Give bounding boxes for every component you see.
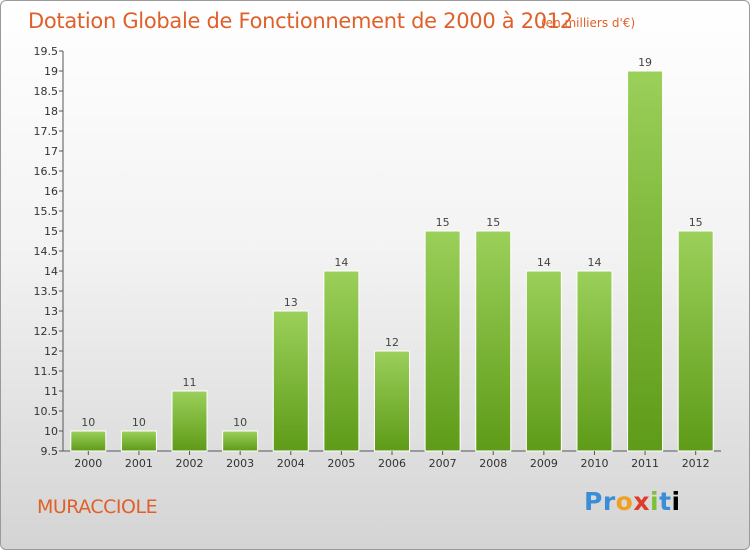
- y-tick-label: 13: [44, 305, 58, 318]
- bar: [120, 430, 157, 452]
- bar: [171, 390, 208, 452]
- x-tick-label: 2011: [631, 457, 659, 470]
- y-tick-label: 11.5: [34, 365, 59, 378]
- data-label: 14: [587, 256, 601, 269]
- bar: [70, 430, 107, 452]
- data-label: 15: [486, 216, 500, 229]
- x-tick-label: 2005: [327, 457, 355, 470]
- x-tick-label: 2010: [580, 457, 608, 470]
- data-label: 10: [132, 416, 146, 429]
- y-tick-label: 18.5: [34, 85, 59, 98]
- y-tick-label: 9.5: [41, 445, 59, 458]
- bar: [525, 270, 562, 452]
- data-label: 12: [385, 336, 399, 349]
- y-tick-label: 13.5: [34, 285, 59, 298]
- y-tick-label: 14.5: [34, 245, 59, 258]
- data-label: 13: [284, 296, 298, 309]
- y-tick-label: 12.5: [34, 325, 59, 338]
- y-tick-label: 10.5: [34, 405, 59, 418]
- bar: [323, 270, 360, 452]
- data-label: 15: [689, 216, 703, 229]
- bar: [627, 70, 664, 452]
- bar: [424, 230, 461, 452]
- x-tick-label: 2001: [125, 457, 153, 470]
- x-tick-label: 2008: [479, 457, 507, 470]
- y-tick-label: 19: [44, 65, 58, 78]
- x-tick-label: 2003: [226, 457, 254, 470]
- x-tick-label: 2012: [682, 457, 710, 470]
- x-tick-label: 2009: [530, 457, 558, 470]
- data-label: 15: [436, 216, 450, 229]
- x-tick-label: 2006: [378, 457, 406, 470]
- commune-name: MURACCIOLE: [37, 496, 158, 518]
- y-tick-label: 16: [44, 185, 58, 198]
- data-label: 10: [233, 416, 247, 429]
- bar: [222, 430, 259, 452]
- y-tick-label: 12: [44, 345, 58, 358]
- data-label: 10: [81, 416, 95, 429]
- x-tick-label: 2007: [429, 457, 457, 470]
- y-tick-label: 17.5: [34, 125, 59, 138]
- chart-subtitle: (en milliers d'€): [541, 16, 636, 30]
- bar: [576, 270, 613, 452]
- y-tick-label: 18: [44, 105, 58, 118]
- bar: [475, 230, 512, 452]
- y-tick-label: 10: [44, 425, 58, 438]
- data-label: 11: [183, 376, 197, 389]
- data-label: 14: [537, 256, 551, 269]
- bar: [374, 350, 410, 452]
- y-tick-label: 19.5: [34, 45, 59, 58]
- y-tick-label: 17: [44, 145, 58, 158]
- y-tick-label: 11: [44, 385, 58, 398]
- data-label: 19: [638, 56, 652, 69]
- data-label: 14: [334, 256, 348, 269]
- bar: [677, 230, 714, 452]
- x-tick-label: 2004: [277, 457, 305, 470]
- y-tick-label: 15: [44, 225, 58, 238]
- proxiti-logo: Proxiti: [584, 487, 681, 516]
- x-tick-label: 2000: [74, 457, 102, 470]
- chart-title: Dotation Globale de Fonctionnement de 20…: [28, 9, 573, 33]
- x-tick-label: 2002: [176, 457, 204, 470]
- y-tick-label: 15.5: [34, 205, 59, 218]
- bar: [272, 310, 309, 452]
- y-tick-label: 14: [44, 265, 58, 278]
- y-tick-label: 16.5: [34, 165, 59, 178]
